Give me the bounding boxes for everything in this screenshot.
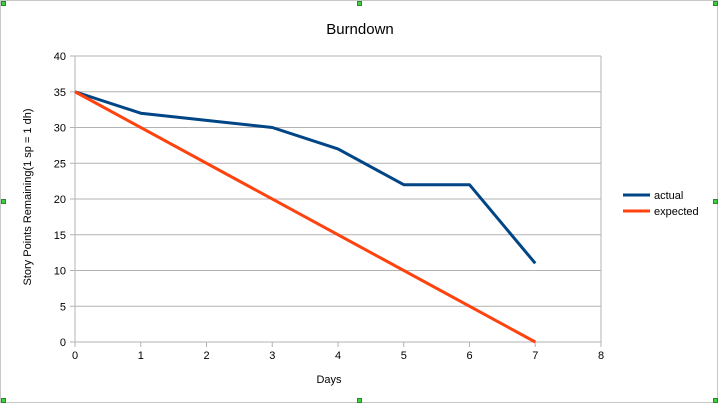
selection-handle-top-middle[interactable] <box>357 1 362 6</box>
y-tick-label: 0 <box>60 337 66 349</box>
axes <box>70 55 602 347</box>
x-tick-label: 0 <box>72 350 78 362</box>
x-tick-label: 1 <box>138 350 144 362</box>
selection-handle-bottom-left[interactable] <box>1 398 6 403</box>
y-tick-label: 30 <box>54 123 66 135</box>
chart-title: Burndown <box>326 21 394 38</box>
series-line-expected <box>74 90 536 344</box>
x-tick-label: 5 <box>401 350 407 362</box>
x-axis-title: Days <box>316 374 342 386</box>
legend-label-expected: expected <box>654 206 699 218</box>
y-tick-labels: 0 5 10 15 20 25 30 35 40 <box>54 51 66 349</box>
y-tick-label: 15 <box>54 230 66 242</box>
selection-handle-bottom-right[interactable] <box>713 398 718 403</box>
legend: actual expected <box>623 190 699 218</box>
y-tick-label: 20 <box>54 194 66 206</box>
y-tick-label: 40 <box>54 51 66 63</box>
selection-handle-middle-left[interactable] <box>1 199 6 204</box>
legend-label-actual: actual <box>654 190 683 202</box>
y-axis-title: Story Points Remaining(1 sp = 1 dh) <box>22 108 34 285</box>
x-tick-label: 2 <box>203 350 209 362</box>
selection-handle-top-left[interactable] <box>1 1 6 6</box>
gridlines <box>75 55 602 343</box>
y-tick-label: 10 <box>54 266 66 278</box>
y-tick-label: 35 <box>54 87 66 99</box>
series-line-actual <box>74 90 537 265</box>
series-lines <box>74 90 537 344</box>
selection-handle-top-right[interactable] <box>713 1 718 6</box>
x-tick-label: 8 <box>598 350 604 362</box>
x-tick-labels: 0 1 2 3 4 5 6 7 8 <box>72 350 604 362</box>
x-tick-label: 3 <box>269 350 275 362</box>
x-tick-label: 6 <box>466 350 472 362</box>
y-tick-label: 5 <box>60 301 66 313</box>
selection-handle-middle-right[interactable] <box>713 199 718 204</box>
x-tick-label: 4 <box>335 350 341 362</box>
x-tick-label: 7 <box>532 350 538 362</box>
selection-handle-bottom-middle[interactable] <box>357 398 362 403</box>
y-tick-label: 25 <box>54 158 66 170</box>
